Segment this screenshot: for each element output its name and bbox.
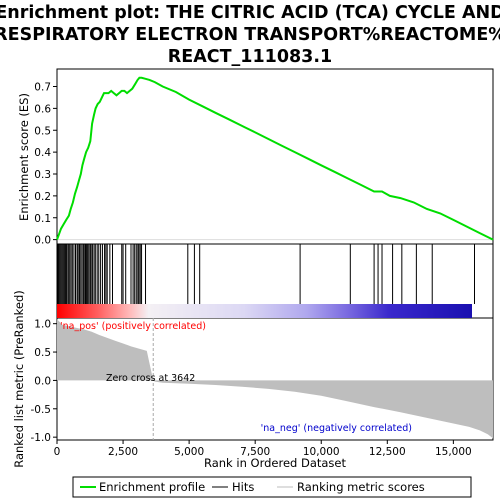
rank-colorbar [57,304,472,318]
chart-title-line-3: REACT_111083.1 [168,47,332,67]
legend-metric-label: Ranking metric scores [297,480,425,494]
x-tick-label: 7,500 [240,446,270,458]
es-profile-line [56,76,494,241]
es-y-tick-label: 0.6 [34,103,51,115]
metric-series [57,318,493,440]
metric-y-tick-label: 0.5 [34,347,51,359]
x-tick-label: 10,000 [303,446,340,458]
metric-y-tick-label: -0.5 [31,404,52,416]
es-y-axis: 0.0 0.1 0.2 0.3 0.4 0.5 0.6 0.7 [34,82,57,247]
es-profile-series [56,76,494,241]
metric-y-tick-label: 1.0 [34,319,51,331]
x-tick-label: 5,000 [174,446,204,458]
x-axis-label: Rank in Ordered Dataset [204,456,347,470]
metric-y-tick-label: -1.0 [31,432,52,444]
zero-cross-label: Zero cross at 3642 [106,373,195,384]
metric-y-axis: 1.0 0.5 0.0 -0.5 -1.0 [31,319,57,444]
x-tick-label: 0 [54,446,61,458]
metric-y-axis-label: Ranked list metric (PreRanked) [12,290,26,468]
legend-hits-label: Hits [232,480,254,494]
chart-title-line-1: Enrichment plot: THE CITRIC ACID (TCA) C… [0,3,500,23]
x-tick-label: 15,000 [435,446,472,458]
x-axis: 0 2,500 5,000 7,500 10,000 12,500 15,000 [54,440,472,458]
es-y-tick-label: 0.2 [34,191,51,203]
es-y-axis-label: Enrichment score (ES) [17,93,31,221]
metric-y-tick-label: 0.0 [34,375,51,387]
pos-correlated-label: 'na_pos' (positively correlated) [60,321,206,332]
chart-title-line-2: RESPIRATORY ELECTRON TRANSPORT%REACTOME% [0,25,500,45]
colorbar-rect [57,304,472,318]
es-y-tick-label: 0.5 [34,125,51,137]
es-panel [56,68,494,245]
legend-box [72,476,472,498]
es-y-tick-label: 0.4 [34,147,51,159]
legend-profile-label: Enrichment profile [99,480,205,494]
x-tick-label: 2,500 [108,446,138,458]
metric-area [57,319,493,439]
x-tick-label: 12,500 [369,446,406,458]
es-y-tick-label: 0.0 [34,235,51,247]
es-y-tick-label: 0.3 [34,169,51,181]
hit-markers [57,244,476,304]
es-y-tick-label: 0.1 [34,213,51,225]
neg-correlated-label: 'na_neg' (negatively correlated) [261,423,412,434]
es-y-tick-label: 0.7 [34,82,51,94]
